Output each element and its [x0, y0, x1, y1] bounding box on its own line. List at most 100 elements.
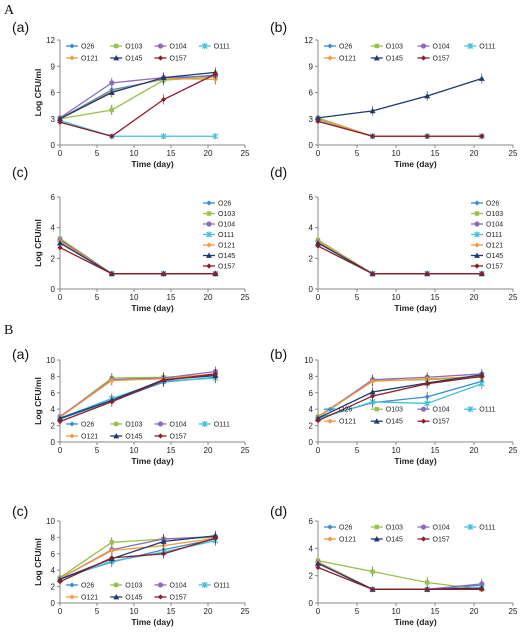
x-tick-label: 25	[241, 293, 250, 302]
x-tick-label: 15	[431, 446, 440, 455]
legend-item: O26	[324, 524, 352, 532]
x-tick-label: 15	[167, 607, 176, 616]
legend-swatch-marker	[474, 200, 480, 206]
series-o157	[315, 243, 485, 277]
y-tick-label: 0	[51, 285, 56, 294]
legend-swatch-marker	[327, 524, 333, 530]
y-tick-label: 10	[304, 356, 313, 365]
legend-item: O121	[471, 242, 503, 250]
legend-swatch-marker	[327, 406, 333, 412]
x-tick-label: 15	[431, 607, 440, 616]
legend-label: O111	[214, 582, 230, 589]
data-point	[424, 394, 430, 400]
x-tick-label: 0	[316, 446, 321, 455]
legend-swatch-marker	[157, 43, 164, 49]
y-tick-label: 2	[309, 254, 314, 263]
legend-item: O111	[198, 420, 230, 428]
legend-item: O145	[370, 418, 403, 426]
chart-panel: (c) 0 5 10 15 20 25 0 2 4 6 Time (day) Log CFU/ml O26…	[12, 164, 250, 313]
y-tick-label: 2	[309, 422, 314, 431]
legend-item: O104	[203, 221, 235, 229]
legend-swatch-marker	[327, 536, 333, 542]
chart-panel: (b) 0 5 10 15 20 25 0 3 6 9 12 Time (day) O26 O103 O104…	[270, 19, 518, 169]
data-point	[479, 271, 485, 277]
data-point	[161, 377, 167, 384]
legend-label: O145	[218, 253, 235, 260]
series-line	[59, 540, 216, 580]
legend: O26 O103 O104 O111 O121 O145 O157	[66, 43, 230, 63]
panel-label: (a)	[12, 19, 29, 35]
legend-label: O111	[479, 407, 495, 414]
legend-swatch-marker	[69, 594, 75, 600]
x-tick-label: 20	[470, 607, 479, 616]
legend-swatch-marker	[114, 421, 119, 427]
series-line	[59, 242, 216, 275]
legend-item: O103	[110, 421, 142, 428]
series-line	[317, 373, 482, 418]
legend-item: O157	[417, 536, 450, 544]
legend-swatch-marker	[474, 263, 480, 269]
data-point	[370, 133, 376, 139]
legend-item: O111	[464, 406, 495, 414]
x-tick-label: 25	[509, 607, 518, 616]
legend-item: O111	[464, 524, 495, 532]
legend-label: O145	[386, 419, 403, 426]
legend-swatch-marker	[157, 421, 164, 427]
series-line	[59, 374, 216, 419]
data-point	[109, 547, 115, 554]
legend-label: O26	[81, 421, 94, 428]
series-line	[317, 77, 482, 119]
legend-label: O26	[218, 201, 231, 208]
legend-swatch-marker	[113, 55, 120, 61]
legend-label: O111	[486, 232, 502, 239]
y-tick-label: 6	[51, 389, 56, 398]
x-tick-label: 10	[130, 293, 139, 302]
legend-swatch-marker	[201, 43, 208, 49]
legend-label: O104	[433, 525, 450, 532]
series-line	[317, 245, 482, 275]
legend-item: O111	[464, 43, 495, 51]
data-point	[478, 380, 485, 387]
data-point	[370, 271, 376, 277]
legend-swatch-marker	[474, 211, 480, 216]
legend-item: O104	[154, 43, 187, 51]
legend-swatch-marker	[69, 43, 75, 49]
legend-swatch-marker	[327, 55, 333, 61]
series-line	[317, 562, 482, 590]
y-tick-label: 8	[51, 372, 56, 381]
y-tick-label: 3	[309, 115, 314, 124]
data-point	[479, 581, 485, 587]
legend-label: O157	[486, 264, 503, 271]
panel-label: (d)	[270, 503, 287, 519]
data-point	[160, 538, 167, 544]
y-tick-label: 8	[309, 372, 314, 381]
legend-swatch-marker	[474, 242, 480, 248]
x-tick-label: 20	[470, 149, 479, 158]
legend-swatch-marker	[373, 536, 380, 542]
y-tick-label: 9	[309, 62, 314, 71]
series-o26	[315, 376, 485, 421]
legend-swatch-marker	[474, 231, 480, 238]
x-tick-label: 0	[58, 607, 63, 616]
legend-item: O26	[324, 43, 352, 51]
data-point	[212, 133, 219, 140]
legend: O26 O103 O104 O111 O121 O145 O157	[324, 524, 495, 544]
y-axis-title: Log CFU/ml	[33, 377, 43, 425]
legend-label: O104	[170, 421, 187, 428]
legend-swatch-marker	[467, 43, 474, 49]
series-line	[59, 119, 216, 137]
legend-item: O111	[203, 231, 234, 239]
series-line	[59, 240, 216, 275]
legend: O26 O103 O104 O111 O121 O145 O157	[471, 200, 503, 271]
x-tick-label: 15	[167, 149, 176, 158]
y-tick-label: 6	[51, 89, 56, 98]
series-o145	[315, 73, 485, 121]
legend-label: O157	[218, 264, 235, 271]
legend-label: O121	[218, 243, 235, 250]
legend-swatch-marker	[373, 418, 380, 424]
series-o157	[57, 368, 218, 425]
legend-item: O103	[203, 211, 235, 218]
y-tick-label: 4	[309, 224, 314, 233]
legend: O26 O103 O104 O111 O121 O145 O157	[324, 406, 495, 426]
